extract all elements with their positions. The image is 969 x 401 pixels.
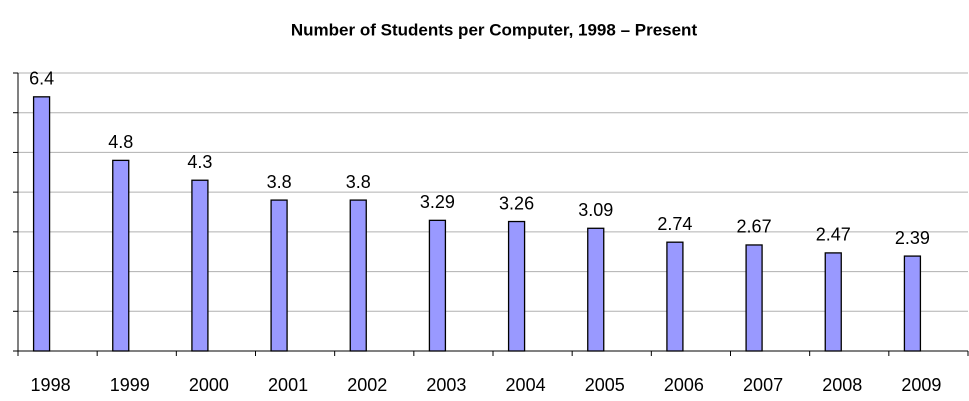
bar (191, 179, 209, 352)
data-label: 3.09 (578, 200, 613, 220)
x-tick-label: 1999 (110, 375, 150, 395)
x-tick-label: 2007 (743, 375, 783, 395)
data-label: 4.8 (108, 132, 133, 152)
bar (112, 159, 130, 352)
x-tick-label: 2001 (268, 375, 308, 395)
x-tick-label: 2008 (822, 375, 862, 395)
bar (745, 244, 763, 352)
bar (349, 199, 367, 352)
x-tick-label: 2004 (506, 375, 546, 395)
chart-title: Number of Students per Computer, 1998 – … (291, 20, 698, 39)
x-tick-label: 2002 (347, 375, 387, 395)
data-label: 2.67 (737, 217, 772, 237)
data-label: 6.4 (29, 69, 54, 89)
x-tick-label: 2000 (189, 375, 229, 395)
x-tick-label: 2009 (901, 375, 941, 395)
bar (32, 96, 51, 352)
data-label: 4.3 (187, 152, 212, 172)
bar (428, 219, 447, 352)
data-label: 3.8 (346, 172, 371, 192)
x-tick-label: 1998 (31, 375, 71, 395)
data-label: 3.26 (499, 193, 534, 213)
data-label: 2.74 (657, 214, 692, 234)
bar (507, 220, 526, 352)
data-label: 3.8 (267, 172, 292, 192)
bar (666, 241, 684, 352)
x-tick-label: 2003 (426, 375, 466, 395)
x-tick-label: 2006 (664, 375, 704, 395)
bar (270, 199, 288, 352)
bar (824, 252, 842, 352)
data-label: 2.47 (816, 225, 851, 245)
data-label: 2.39 (895, 228, 930, 248)
data-label: 3.29 (420, 192, 455, 212)
bar (903, 255, 922, 352)
bar (587, 227, 605, 352)
x-tick-label: 2005 (585, 375, 625, 395)
